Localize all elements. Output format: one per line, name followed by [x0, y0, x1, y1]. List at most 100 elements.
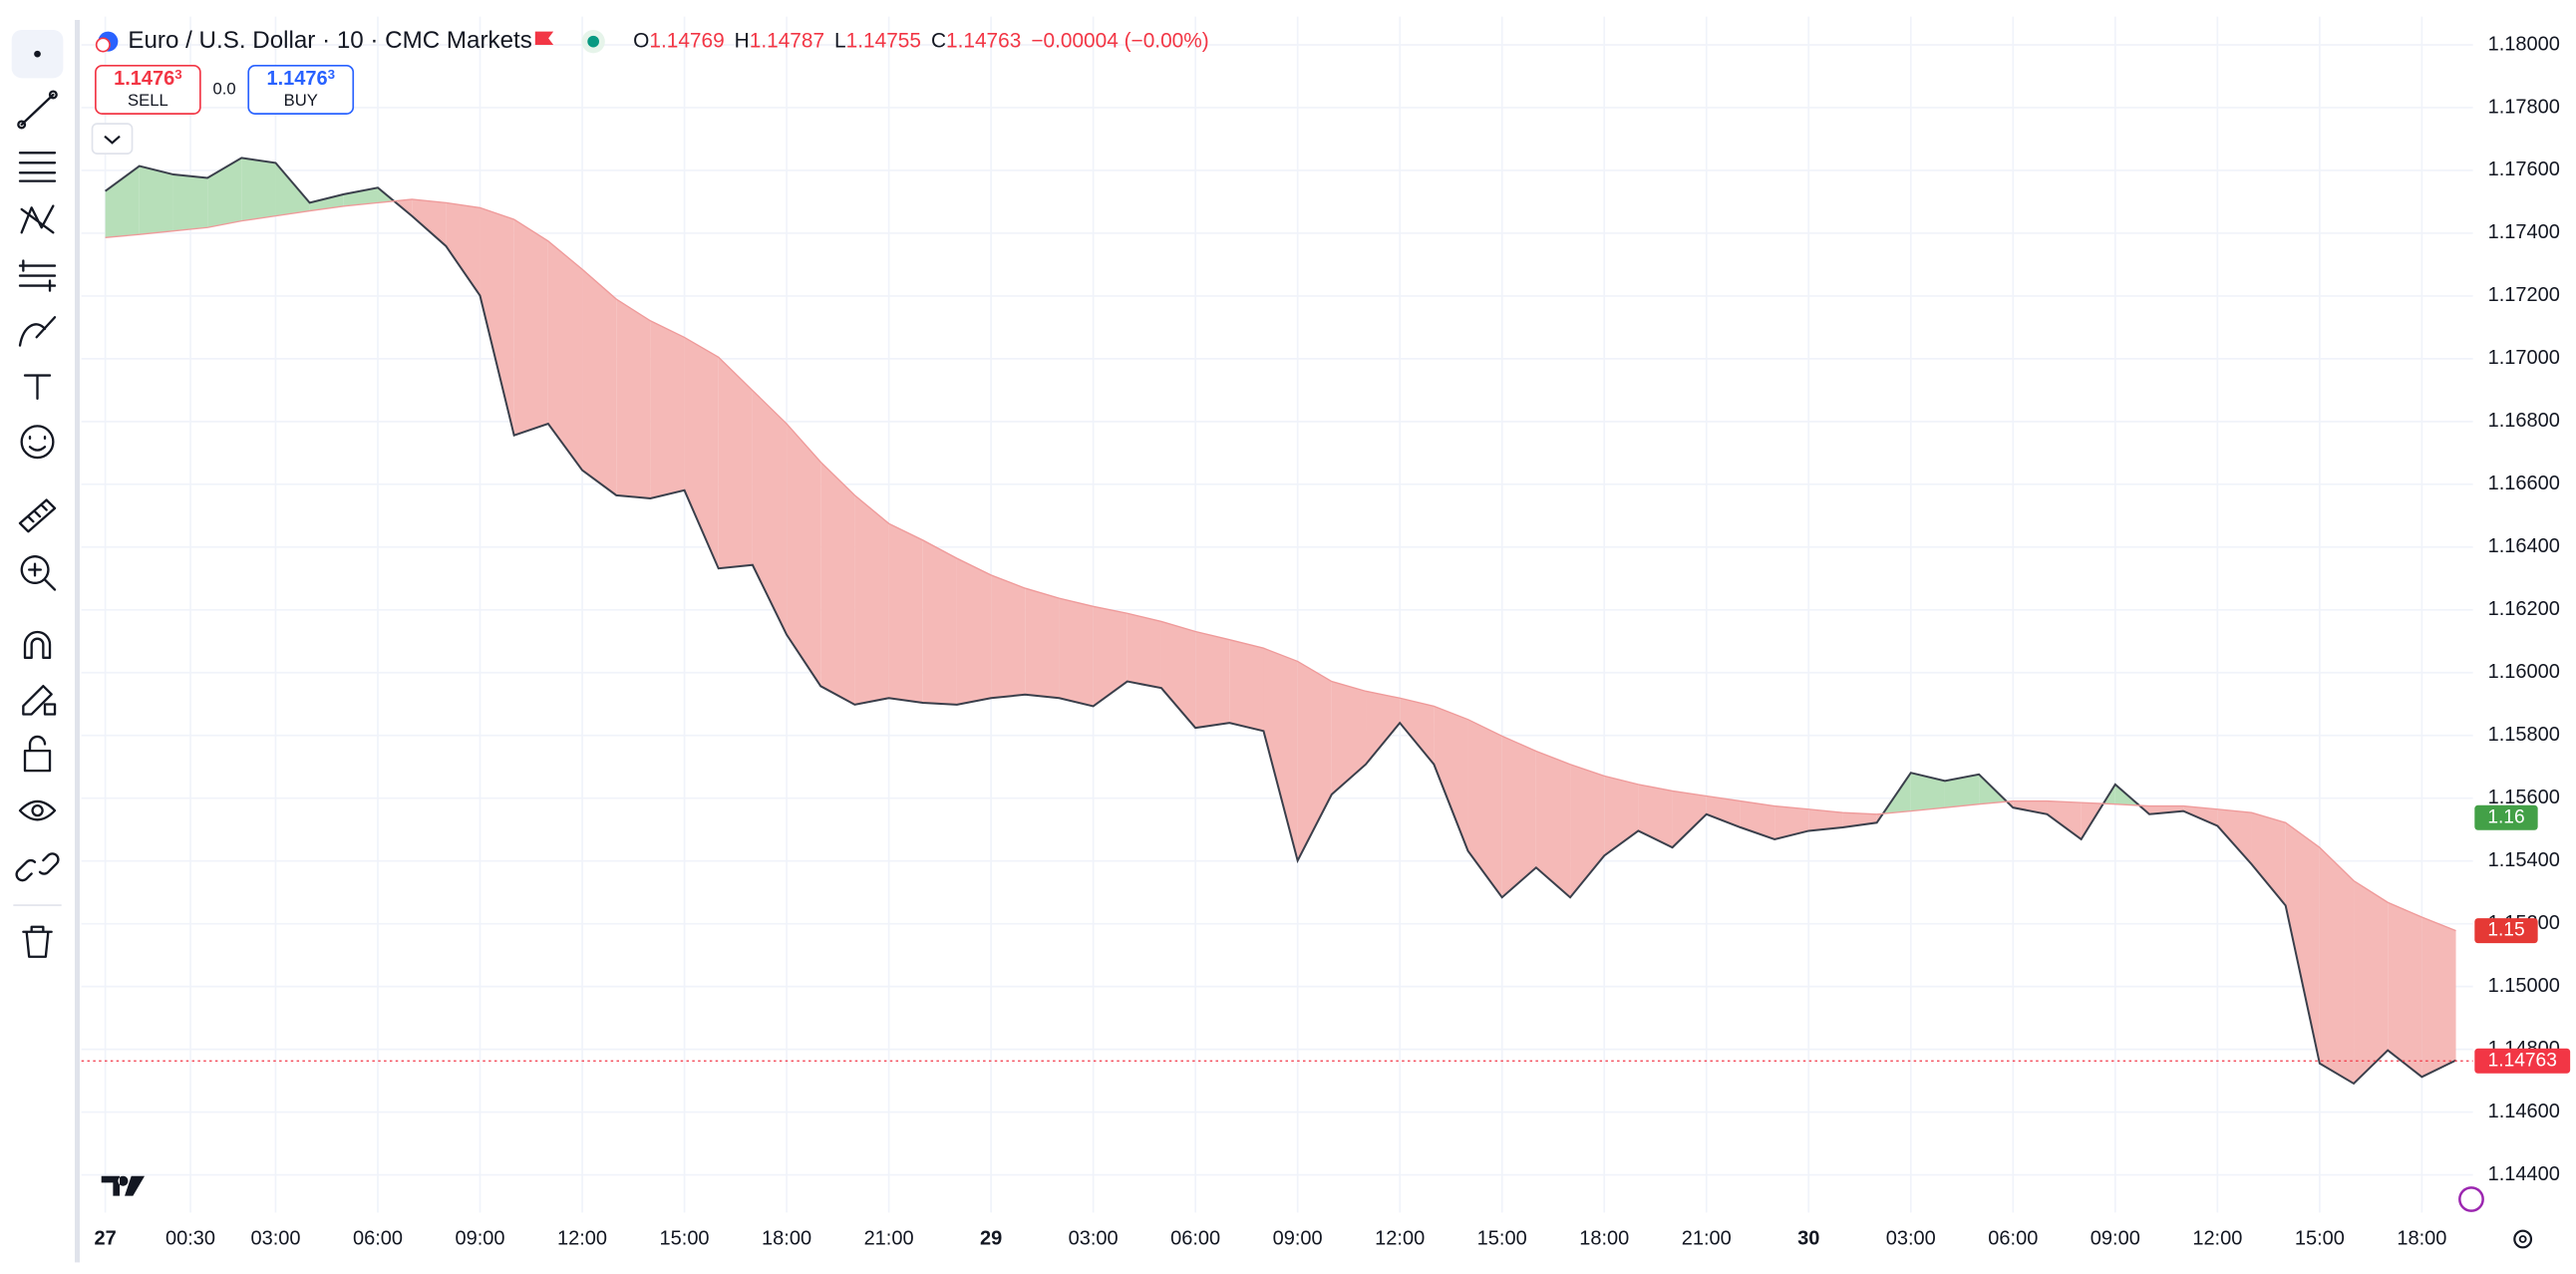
cloud-band: [1944, 774, 1980, 808]
text-tool[interactable]: [23, 374, 52, 401]
ohlc-key: L: [834, 29, 846, 52]
y-tick-label: 1.17000: [2488, 347, 2560, 369]
price-badge: [2474, 918, 2538, 944]
price-line: [105, 157, 2456, 1086]
x-tick-label: 09:00: [455, 1227, 504, 1249]
cloud-band: [1672, 791, 1707, 848]
cloud-band: [2013, 800, 2048, 814]
symbol-icon-flag: [95, 37, 111, 53]
cloud-band: [854, 494, 889, 705]
sell-price-pip: 3: [174, 66, 181, 81]
cloud-band: [1774, 805, 1809, 839]
cloud-band: [172, 174, 208, 231]
cloud-band: [1501, 736, 1536, 898]
cloud-band: [207, 158, 242, 228]
x-tick-label: 06:00: [353, 1227, 403, 1249]
y-tick-label: 1.14400: [2488, 1163, 2560, 1185]
projection-tool[interactable]: [18, 259, 57, 292]
sell-button[interactable]: [95, 64, 201, 115]
emoji-tool[interactable]: [20, 425, 55, 460]
collapse-button[interactable]: [91, 123, 134, 155]
cloud-band: [2421, 917, 2456, 1078]
lock-drawings-tool[interactable]: [22, 684, 57, 716]
cloud-band: [752, 390, 788, 635]
x-tick-label: 03:00: [250, 1227, 300, 1249]
ohlc-key: H: [735, 29, 750, 52]
spread: 0.0: [212, 79, 235, 98]
average-line: [105, 198, 2456, 932]
y-tick-label: 1.17800: [2488, 96, 2560, 118]
lock-tool[interactable]: [23, 735, 52, 773]
ohlc-key: C: [931, 29, 946, 52]
cloud-band: [343, 187, 378, 206]
x-tick-label: 12:00: [557, 1227, 607, 1249]
market-status[interactable]: [587, 35, 599, 48]
cloud-band: [139, 165, 173, 235]
y-tick-label: 1.17600: [2488, 159, 2560, 180]
buy-price-pip: 3: [328, 66, 335, 81]
magnet-tool[interactable]: [23, 630, 52, 659]
settings-button[interactable]: [2513, 1229, 2533, 1249]
y-tick-label: 1.17400: [2488, 221, 2560, 243]
link-tool[interactable]: [15, 852, 60, 882]
visibility-tool[interactable]: [18, 799, 57, 821]
cloud-band: [1127, 613, 1161, 689]
footer: [101, 1175, 2533, 1249]
x-tick-label: 06:00: [1988, 1227, 2038, 1249]
cloud-band: [1160, 621, 1196, 729]
x-tick-label: 30: [1797, 1227, 1819, 1249]
sell-price-main: 1.1476: [114, 68, 174, 90]
brush-tool[interactable]: [18, 316, 57, 347]
cloud-band: [547, 240, 583, 471]
y-tick-label: 1.15600: [2488, 787, 2560, 808]
pattern-tool[interactable]: [20, 204, 55, 234]
y-tick-label: 1.16800: [2488, 410, 2560, 432]
x-tick-label: 00:30: [165, 1227, 215, 1249]
cloud-band: [1467, 719, 1502, 898]
buy-button[interactable]: [247, 64, 355, 115]
fib-tool[interactable]: [18, 152, 57, 182]
y-tick-label: 1.15400: [2488, 849, 2560, 871]
ohlc-value: 1.14769: [649, 29, 724, 52]
cloud-band: [1366, 691, 1401, 765]
ohlc-value: 1.14755: [846, 29, 921, 52]
symbol-title[interactable]: Euro / U.S. Dollar · 10 · CMC Markets: [128, 27, 531, 54]
trend-line-tool[interactable]: [17, 90, 58, 130]
x-tick-label: 18:00: [1579, 1227, 1629, 1249]
cloud-band: [480, 207, 514, 436]
y-tick-label: 1.16200: [2488, 598, 2560, 620]
y-tick-label: 1.15000: [2488, 975, 2560, 997]
cloud-band: [275, 162, 310, 216]
x-tick-label: 12:00: [1375, 1227, 1425, 1249]
zoom-tool[interactable]: [20, 555, 57, 591]
ruler-tool[interactable]: [18, 498, 57, 533]
x-tick-label: 06:00: [1170, 1227, 1220, 1249]
indicator-badge[interactable]: [2458, 1186, 2484, 1212]
buy-price-main: 1.1476: [266, 68, 327, 90]
delete-tool[interactable]: [22, 925, 53, 958]
cloud-band: [1400, 698, 1435, 765]
cloud-band: [956, 558, 992, 705]
y-tick-label: 1.15800: [2488, 724, 2560, 746]
cloud-band: [2047, 800, 2082, 839]
cloud-band: [2183, 805, 2218, 826]
flag-icon[interactable]: [534, 31, 554, 45]
cloud-band: [582, 269, 617, 495]
sell-label: SELL: [128, 91, 168, 110]
cloud-band: [1535, 751, 1571, 898]
cloud-band: [2354, 880, 2389, 1084]
buy-price: 1.14763: [266, 66, 335, 90]
price-badge: [2474, 1048, 2571, 1074]
toolbar: [11, 19, 81, 1263]
settings-icon: [2518, 1235, 2527, 1243]
logo[interactable]: [101, 1175, 146, 1196]
cloud-band: [1570, 764, 1605, 898]
cloud-band: [1604, 776, 1639, 856]
cloud-band: [2285, 822, 2320, 1064]
cloud-band: [1059, 598, 1094, 707]
cloud-band: [1263, 648, 1298, 861]
x-tick-label: 09:00: [1273, 1227, 1323, 1249]
cloud-band: [888, 523, 923, 703]
